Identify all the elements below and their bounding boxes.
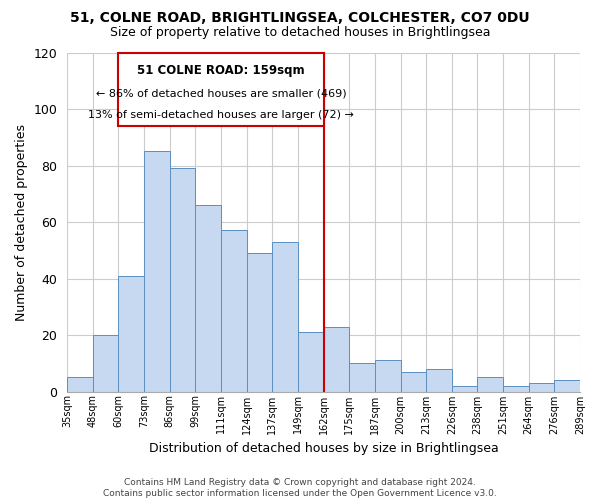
Text: ← 86% of detached houses are smaller (469): ← 86% of detached houses are smaller (46… [95, 88, 346, 99]
Text: Size of property relative to detached houses in Brightlingsea: Size of property relative to detached ho… [110, 26, 490, 39]
Text: 51, COLNE ROAD, BRIGHTLINGSEA, COLCHESTER, CO7 0DU: 51, COLNE ROAD, BRIGHTLINGSEA, COLCHESTE… [70, 11, 530, 25]
Bar [426, 369, 452, 392]
Bar [196, 205, 221, 392]
Bar [93, 335, 118, 392]
Bar [144, 152, 170, 392]
Bar [221, 230, 247, 392]
Bar [478, 378, 503, 392]
Bar [298, 332, 323, 392]
Bar [452, 386, 478, 392]
Bar [349, 364, 375, 392]
FancyBboxPatch shape [118, 52, 323, 126]
Text: Contains HM Land Registry data © Crown copyright and database right 2024.
Contai: Contains HM Land Registry data © Crown c… [103, 478, 497, 498]
Bar [67, 378, 93, 392]
Text: 13% of semi-detached houses are larger (72) →: 13% of semi-detached houses are larger (… [88, 110, 354, 120]
Text: 51 COLNE ROAD: 159sqm: 51 COLNE ROAD: 159sqm [137, 64, 305, 78]
Bar [375, 360, 401, 392]
Y-axis label: Number of detached properties: Number of detached properties [15, 124, 28, 320]
Bar [529, 383, 554, 392]
Bar [247, 253, 272, 392]
Bar [401, 372, 426, 392]
Bar [170, 168, 196, 392]
Bar [323, 326, 349, 392]
Bar [118, 276, 144, 392]
Bar [272, 242, 298, 392]
Bar [554, 380, 580, 392]
X-axis label: Distribution of detached houses by size in Brightlingsea: Distribution of detached houses by size … [149, 442, 499, 455]
Bar [503, 386, 529, 392]
